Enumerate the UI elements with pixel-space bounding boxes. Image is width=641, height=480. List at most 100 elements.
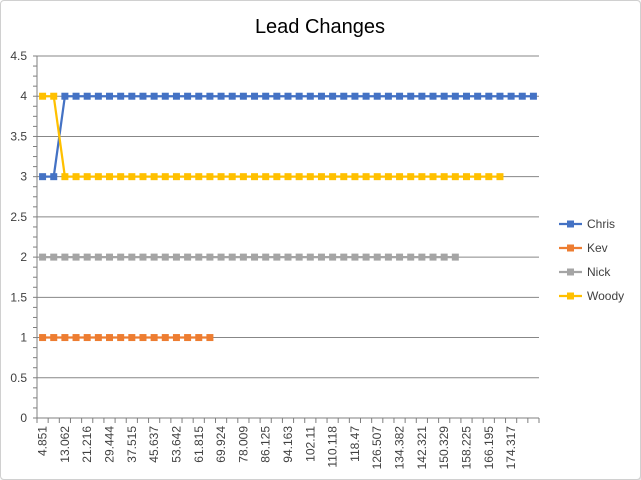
data-point — [50, 334, 58, 342]
data-point — [61, 334, 69, 342]
data-point — [94, 173, 102, 181]
data-point — [362, 92, 370, 100]
legend-marker — [567, 244, 574, 252]
data-point — [418, 173, 426, 181]
data-point — [496, 92, 504, 100]
data-point — [507, 92, 515, 100]
data-point — [206, 92, 214, 100]
data-point — [429, 92, 437, 100]
data-point — [94, 253, 102, 261]
data-point — [50, 92, 58, 100]
data-point — [396, 253, 404, 261]
x-tick-label: 94.163 — [281, 426, 295, 463]
x-tick-label: 78.009 — [236, 426, 250, 463]
data-point — [284, 92, 292, 100]
data-point — [440, 253, 448, 261]
data-point — [373, 173, 381, 181]
data-point — [161, 334, 169, 342]
data-point — [94, 334, 102, 342]
legend-item-kev: Kev — [559, 241, 608, 255]
data-point — [362, 173, 370, 181]
data-point — [50, 173, 58, 181]
data-point — [195, 334, 203, 342]
series-group — [39, 92, 537, 342]
data-point — [39, 173, 47, 181]
x-tick-label: 142.321 — [415, 426, 429, 470]
data-point — [117, 253, 125, 261]
data-point — [206, 334, 214, 342]
series-kev — [39, 334, 214, 342]
data-point — [83, 173, 91, 181]
data-point — [529, 92, 537, 100]
series-woody — [39, 92, 504, 181]
data-point — [273, 253, 281, 261]
data-point — [407, 253, 415, 261]
data-point — [306, 253, 314, 261]
x-tick-label: 4.851 — [36, 426, 50, 456]
legend-label: Nick — [587, 265, 611, 279]
data-point — [251, 92, 259, 100]
x-tick-label: 86.125 — [259, 426, 273, 463]
data-point — [117, 92, 125, 100]
data-point — [39, 334, 47, 342]
data-point — [128, 334, 136, 342]
data-point — [284, 253, 292, 261]
x-tick-label: 21.216 — [80, 426, 94, 463]
data-point — [485, 173, 493, 181]
data-point — [474, 92, 482, 100]
data-point — [462, 92, 470, 100]
data-point — [94, 92, 102, 100]
data-point — [161, 253, 169, 261]
legend: Chris Kev Nick Woody — [559, 217, 624, 303]
data-point — [317, 92, 325, 100]
data-point — [106, 334, 114, 342]
data-point — [351, 173, 359, 181]
data-point — [251, 173, 259, 181]
data-point — [139, 173, 147, 181]
data-point — [396, 92, 404, 100]
data-point — [217, 253, 225, 261]
data-point — [329, 253, 337, 261]
data-point — [329, 173, 337, 181]
data-point — [117, 173, 125, 181]
data-point — [451, 92, 459, 100]
data-point — [295, 253, 303, 261]
legend-label: Woody — [587, 289, 624, 303]
y-tick-label: 3.5 — [10, 129, 27, 143]
data-point — [106, 92, 114, 100]
data-point — [418, 92, 426, 100]
x-tick-label: 110.118 — [326, 426, 340, 468]
data-point — [139, 334, 147, 342]
x-tick-label: 126.507 — [370, 426, 384, 470]
data-point — [351, 253, 359, 261]
data-point — [172, 334, 180, 342]
data-point — [72, 253, 80, 261]
data-point — [72, 334, 80, 342]
data-point — [128, 253, 136, 261]
data-point — [262, 173, 270, 181]
data-point — [195, 92, 203, 100]
data-point — [195, 253, 203, 261]
data-point — [451, 173, 459, 181]
data-point — [329, 92, 337, 100]
x-tick-label: 61.815 — [192, 426, 206, 463]
y-tick-label: 4.5 — [10, 49, 27, 63]
data-point — [83, 253, 91, 261]
y-tick-label: 1.5 — [10, 290, 27, 304]
data-point — [184, 173, 192, 181]
data-point — [117, 334, 125, 342]
data-point — [61, 253, 69, 261]
data-point — [39, 253, 47, 261]
data-point — [518, 92, 526, 100]
data-point — [150, 253, 158, 261]
data-point — [172, 92, 180, 100]
x-tick-label: 102.11 — [303, 426, 317, 462]
data-point — [396, 173, 404, 181]
x-axis — [33, 55, 540, 423]
legend-item-nick: Nick — [559, 265, 611, 279]
data-point — [184, 253, 192, 261]
data-point — [139, 92, 147, 100]
data-point — [351, 92, 359, 100]
data-point — [217, 173, 225, 181]
